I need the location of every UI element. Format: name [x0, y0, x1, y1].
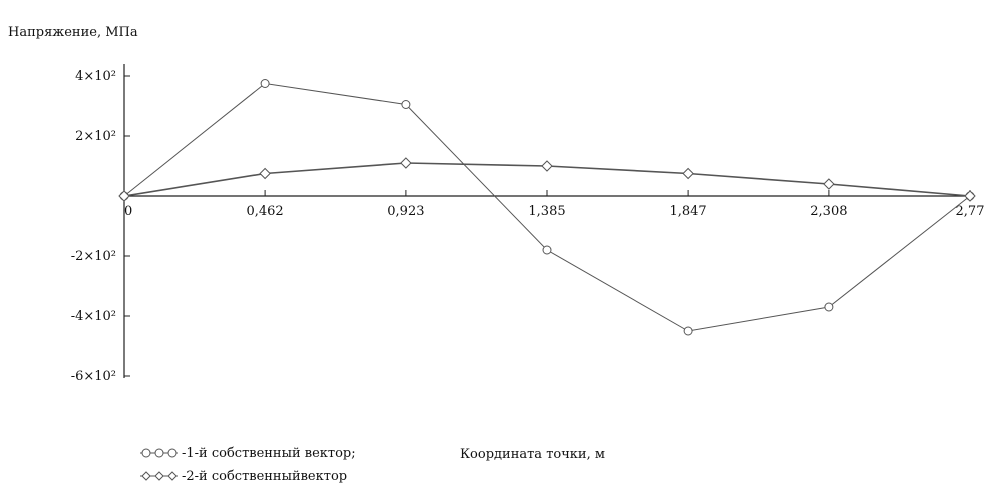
legend-diamond-marker — [167, 471, 177, 481]
series-1-point — [542, 245, 552, 255]
series-2-point — [682, 167, 694, 180]
series-layer — [118, 79, 976, 336]
legend-circle-marker — [141, 448, 151, 458]
x-tick-label: 2,77 — [956, 204, 985, 219]
x-tick-label: 0 — [124, 204, 132, 219]
legend-circle-marker — [167, 448, 177, 458]
series-2-point — [400, 157, 412, 169]
x-tick-label: 0,462 — [246, 204, 283, 219]
y-tick-label: -2×10² — [71, 249, 116, 264]
y-tick-label: 4×10² — [75, 69, 116, 84]
series-2-point — [259, 167, 271, 180]
y-axis-label: Напряжение, МПа — [8, 25, 138, 40]
x-ticks: 0 0,462 0,923 1,385 1,847 2,308 2,77 — [123, 190, 985, 219]
legend: -1-й собственный вектор; -2-й собственный… — [140, 446, 356, 484]
axes — [123, 64, 972, 378]
series-1-point — [260, 79, 270, 88]
y-tick-label: 2×10² — [75, 129, 116, 144]
x-tick-label: 1,385 — [528, 204, 565, 219]
series-2-point — [964, 190, 976, 202]
y-ticks: 4×10² 2×10² -2×10² -4×10² -6×10² — [71, 69, 130, 384]
series-1-point — [683, 326, 693, 336]
y-tick-label: -6×10² — [71, 369, 116, 384]
legend-label-1: -1-й собственный вектор; — [182, 446, 356, 461]
legend-label-2: -2-й собственныйвектор — [182, 469, 347, 484]
x-tick-label: 0,923 — [387, 204, 424, 219]
x-tick-label: 2,308 — [810, 204, 847, 219]
x-axis-label: Координата точки, м — [460, 447, 605, 462]
series-2-point — [823, 178, 835, 190]
series-1-point — [824, 302, 834, 312]
y-tick-label: -4×10² — [71, 309, 116, 324]
series-2-point — [541, 160, 553, 172]
legend-diamond-marker — [141, 471, 151, 481]
legend-circle-marker — [154, 448, 164, 458]
legend-diamond-marker — [154, 471, 164, 481]
x-tick-label: 1,847 — [669, 204, 706, 219]
series-1-point — [401, 100, 411, 109]
series-2-point — [118, 190, 130, 202]
